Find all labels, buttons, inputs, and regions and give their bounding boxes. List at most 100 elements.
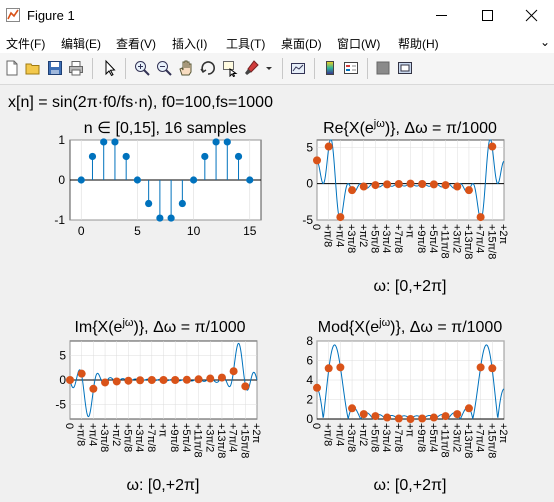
sample-marker	[182, 375, 191, 384]
omega-tick-label: +3π/8	[345, 224, 357, 253]
omega-tick-label: +5π/8	[121, 423, 133, 452]
sample-marker	[371, 181, 380, 190]
y-tick-label: 0	[306, 177, 313, 191]
omega-tick-label: +2π	[497, 423, 509, 444]
sample-marker	[77, 369, 86, 378]
link-plot-icon[interactable]	[289, 59, 307, 77]
y-tick-label: 5	[306, 140, 313, 154]
y-tick-label: 8	[306, 334, 313, 348]
brush-dropdown-icon[interactable]	[264, 59, 274, 77]
omega-tick-label: +3π/4	[380, 224, 392, 253]
imag-xlabel: ω: [0,+2π]	[127, 477, 200, 494]
menu-desktop[interactable]: 桌面(D)	[281, 37, 322, 51]
rotate-3d-icon[interactable]	[199, 59, 217, 77]
stem-marker	[111, 138, 119, 146]
sample-marker	[336, 213, 345, 222]
sample-marker	[453, 410, 462, 419]
menu-overflow-icon[interactable]: ⌄	[539, 35, 550, 49]
stem-marker	[133, 176, 142, 184]
y-tick-label: 2	[306, 393, 313, 407]
omega-tick-label: +π/2	[357, 224, 369, 247]
subplot-mod-title: Mod{X(ejω)}, Δω = π/1000	[318, 317, 503, 336]
maximize-icon[interactable]	[465, 0, 510, 31]
omega-tick-label: 0	[310, 224, 322, 230]
omega-tick-label: +5π/8	[368, 224, 380, 253]
legend-icon[interactable]	[342, 59, 360, 77]
y-tick-label: 5	[59, 349, 66, 363]
pan-hand-icon[interactable]	[177, 59, 195, 77]
x-tick-label: 0	[78, 224, 85, 238]
toolbar-separator	[92, 58, 93, 79]
minimize-icon[interactable]	[419, 0, 464, 31]
omega-tick-label: +7π/4	[474, 224, 486, 253]
stem-marker	[234, 152, 243, 161]
sample-marker	[206, 374, 215, 383]
sample-marker	[394, 180, 403, 188]
omega-tick-label: +π/4	[333, 224, 345, 247]
data-cursor-icon[interactable]	[221, 59, 239, 77]
menu-insert[interactable]: 插入(I)	[172, 37, 208, 51]
omega-tick-label: +2π	[497, 224, 509, 245]
menu-help[interactable]: 帮助(H)	[398, 37, 439, 51]
sample-marker	[313, 156, 321, 165]
omega-tick-label: +11π/8	[439, 224, 451, 259]
stem-marker	[178, 199, 186, 208]
sample-marker	[464, 186, 473, 195]
edit-plot-arrow-icon[interactable]	[101, 59, 119, 77]
new-figure-icon[interactable]	[3, 59, 21, 77]
stem-marker	[246, 176, 254, 184]
omega-tick-label: +3π/2	[450, 423, 462, 452]
open-file-icon[interactable]	[24, 59, 42, 77]
menu-edit[interactable]: 编辑(E)	[61, 37, 101, 51]
window-title: Figure 1	[27, 8, 75, 23]
stem-marker	[156, 214, 164, 222]
zoom-out-icon[interactable]	[155, 59, 173, 77]
brush-icon[interactable]	[243, 59, 261, 77]
omega-tick-label: +7π/8	[145, 423, 157, 452]
save-icon[interactable]	[46, 59, 64, 77]
sample-marker	[136, 376, 145, 385]
sample-marker	[324, 142, 333, 151]
y-tick-label: 6	[306, 354, 313, 368]
omega-tick-label: +11π/8	[439, 423, 451, 458]
omega-tick-label: +π/2	[357, 423, 369, 446]
sample-marker	[194, 375, 203, 384]
sample-marker	[383, 413, 392, 422]
zoom-in-icon[interactable]	[133, 59, 151, 77]
menu-window[interactable]: 窗口(W)	[337, 37, 381, 51]
omega-tick-label: +15π/8	[485, 224, 497, 259]
toolbar-separator	[367, 58, 368, 79]
close-icon[interactable]	[509, 0, 554, 31]
sample-marker	[217, 373, 226, 382]
sample-marker	[371, 412, 380, 421]
menu-file[interactable]: 文件(F)	[6, 37, 46, 51]
omega-tick-label: +5π/4	[427, 224, 439, 253]
mod-xlabel: ω: [0,+2π]	[374, 477, 447, 494]
colorbar-icon[interactable]	[321, 59, 339, 77]
print-icon[interactable]	[67, 59, 85, 77]
omega-tick-label: +π/2	[110, 423, 122, 446]
omega-tick-label: +π	[404, 423, 416, 437]
sample-marker	[429, 413, 438, 422]
hide-plot-tools-icon[interactable]	[374, 59, 392, 77]
sample-marker	[441, 412, 450, 421]
sample-marker	[241, 382, 250, 391]
show-plot-tools-icon[interactable]	[396, 59, 414, 77]
toolbar-separator	[125, 58, 126, 79]
sample-marker	[348, 186, 357, 195]
menu-tools[interactable]: 工具(T)	[226, 37, 266, 51]
sample-marker	[394, 414, 403, 423]
y-tick-label: -1	[54, 213, 65, 227]
sample-marker	[476, 213, 485, 222]
stem-marker	[100, 138, 108, 146]
real-xlabel: ω: [0,+2π]	[374, 278, 447, 295]
menu-view[interactable]: 查看(V)	[116, 37, 156, 51]
omega-tick-label: +9π/8	[415, 423, 427, 452]
y-tick-label: -5	[302, 213, 313, 227]
sample-marker	[464, 404, 473, 413]
x-tick-label: 15	[243, 224, 257, 238]
omega-tick-label: +π/8	[322, 224, 334, 247]
omega-tick-label: +15π/8	[485, 423, 497, 458]
omega-tick-label: +3π/8	[98, 423, 110, 452]
sample-marker	[429, 180, 438, 189]
